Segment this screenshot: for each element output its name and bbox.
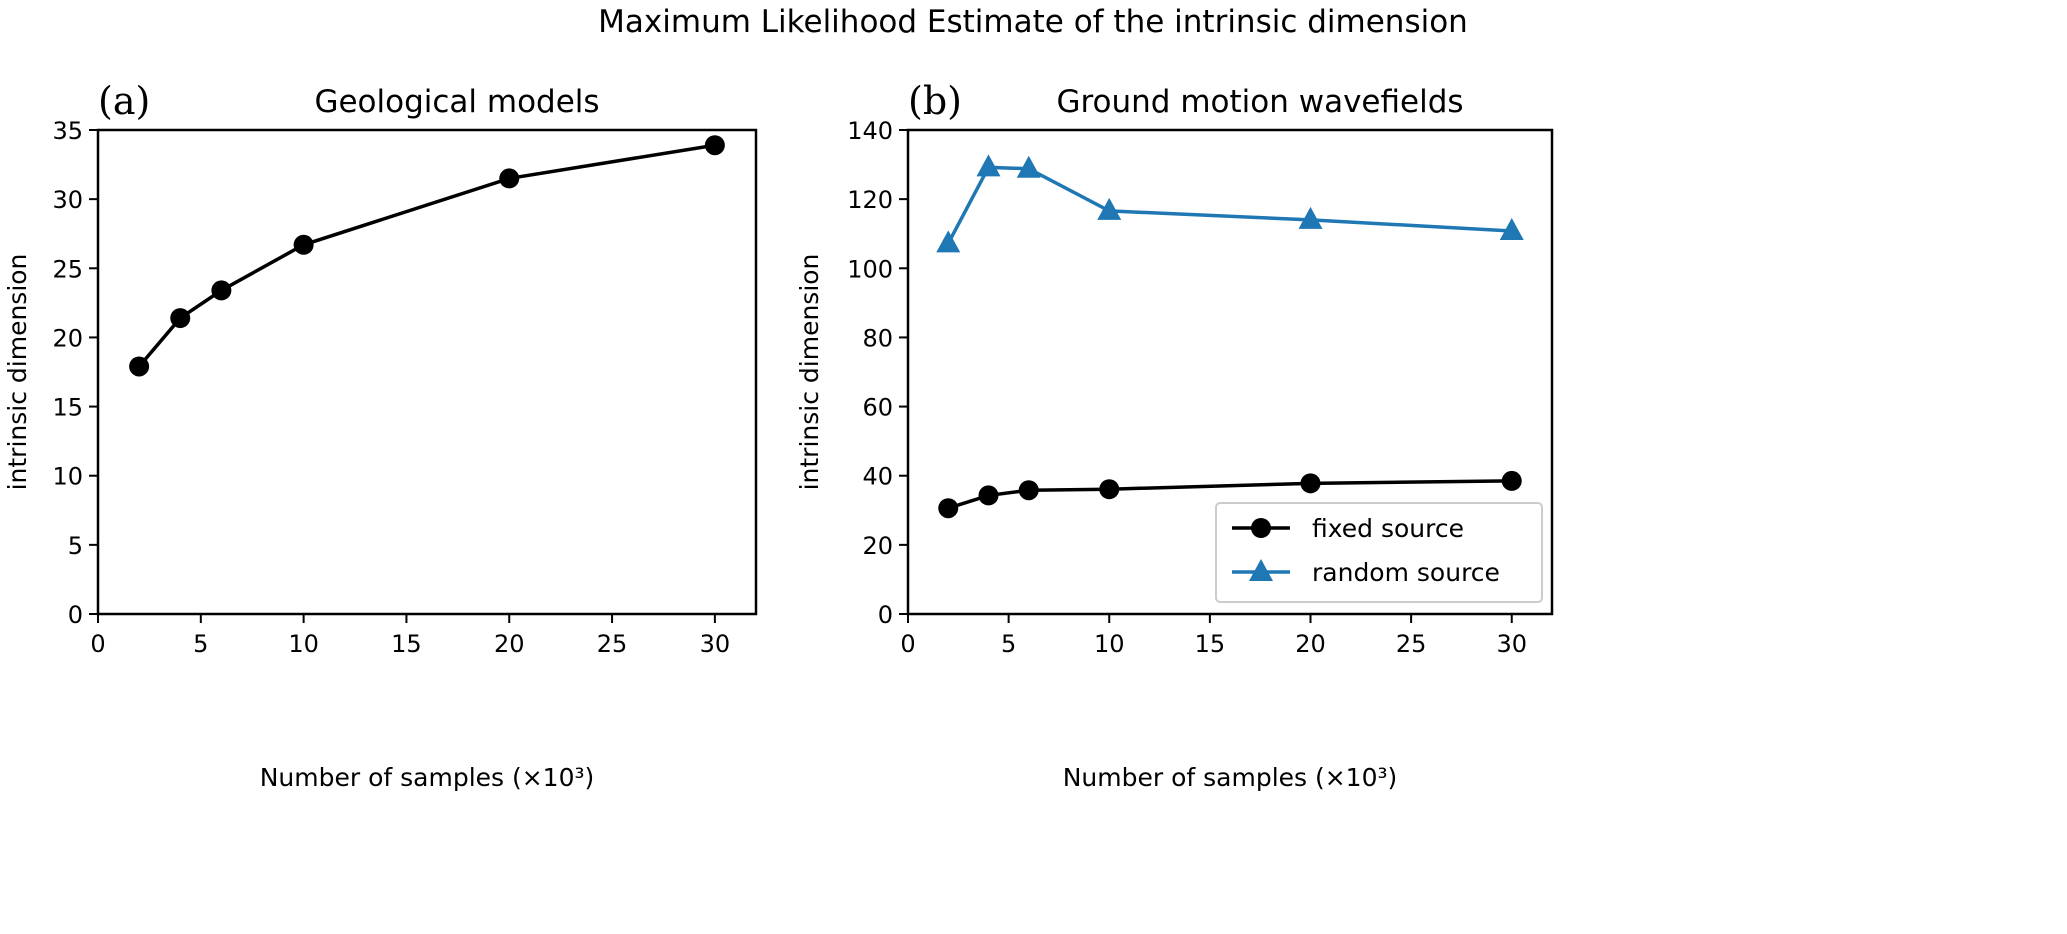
series-line (946, 165, 1512, 245)
x-tick-label: 30 (700, 630, 731, 658)
data-point (1099, 479, 1120, 500)
y-tick-label: 10 (52, 463, 83, 491)
legend-marker (1251, 518, 1271, 538)
y-tick-label: 0 (878, 601, 893, 629)
y-tick-label: 80 (862, 324, 893, 352)
panel-b: (b) Ground motion wavefields 0 5 10 15 20 25 30 0… (795, 79, 1554, 792)
series-line (137, 143, 716, 368)
x-tick-label: 5 (1001, 630, 1016, 658)
series-fixed-source (938, 470, 1522, 519)
data-point (976, 154, 1001, 177)
x-tick-label: 15 (391, 630, 422, 658)
panel-label: (a) (98, 79, 150, 123)
data-point (1499, 217, 1524, 240)
axes-frame (906, 128, 1554, 616)
y-tick-label: 140 (847, 117, 893, 145)
data-point (1016, 155, 1041, 178)
y-tick-label: 20 (862, 532, 893, 560)
y-tick-label: 5 (68, 532, 83, 560)
panel-a: (a) Geological models 0 5 10 15 20 25 30 0 5 10 15 20… (3, 79, 758, 792)
legend-marker (1249, 559, 1273, 581)
data-point (938, 498, 959, 519)
suptitle: Maximum Likelihood Estimate of the intri… (598, 4, 1468, 40)
x-tick-label: 5 (193, 630, 208, 658)
y-tick-label: 40 (862, 463, 893, 491)
data-point (1097, 197, 1122, 220)
x-axis-label: Number of samples (×10³) (260, 763, 595, 792)
data-point (293, 234, 314, 255)
data-point (978, 485, 999, 506)
x-tick-label: 30 (1496, 630, 1527, 658)
x-tick-label: 10 (288, 630, 319, 658)
data-point (1300, 473, 1321, 494)
y-tick-label: 30 (52, 186, 83, 214)
x-tick-label: 25 (1396, 630, 1427, 658)
x-tick-label: 25 (597, 630, 628, 658)
series-random-source (936, 154, 1524, 253)
series-main (129, 135, 725, 377)
data-point (1018, 480, 1039, 501)
legend-box (1215, 502, 1543, 603)
y-axis-label: intrinsic dimension (795, 254, 824, 491)
x-tick-label: 15 (1195, 630, 1226, 658)
data-point (704, 135, 725, 156)
y-tick-label: 0 (68, 601, 83, 629)
x-tick-label: 10 (1094, 630, 1125, 658)
panel-label: (b) (908, 79, 962, 123)
x-tick-label: 20 (494, 630, 525, 658)
data-point (211, 280, 232, 301)
x-axis-label: Number of samples (×10³) (1063, 763, 1398, 792)
data-point (936, 230, 961, 253)
y-tick-label: 35 (52, 117, 83, 145)
x-tick-label: 0 (900, 630, 915, 658)
data-point (499, 168, 520, 189)
y-axis-label: intrinsic dimension (3, 254, 32, 491)
x-tick-label: 0 (90, 630, 105, 658)
data-point (170, 308, 191, 329)
y-tick-label: 15 (52, 394, 83, 422)
y-tick-label: 60 (862, 394, 893, 422)
legend-label: fixed source (1312, 514, 1464, 543)
data-point (129, 356, 150, 377)
legend-label: random source (1312, 558, 1500, 587)
panel-title: Ground motion wavefields (1056, 84, 1463, 120)
axes-frame (96, 128, 758, 616)
y-tick-label: 25 (52, 255, 83, 283)
data-point (1501, 470, 1522, 491)
panel-title: Geological models (314, 84, 599, 120)
y-tick-label: 120 (847, 186, 893, 214)
legend: fixed source random source (1215, 502, 1543, 603)
y-tick-label: 100 (847, 255, 893, 283)
x-tick-label: 20 (1295, 630, 1326, 658)
y-tick-label: 20 (52, 324, 83, 352)
data-point (1298, 206, 1323, 229)
